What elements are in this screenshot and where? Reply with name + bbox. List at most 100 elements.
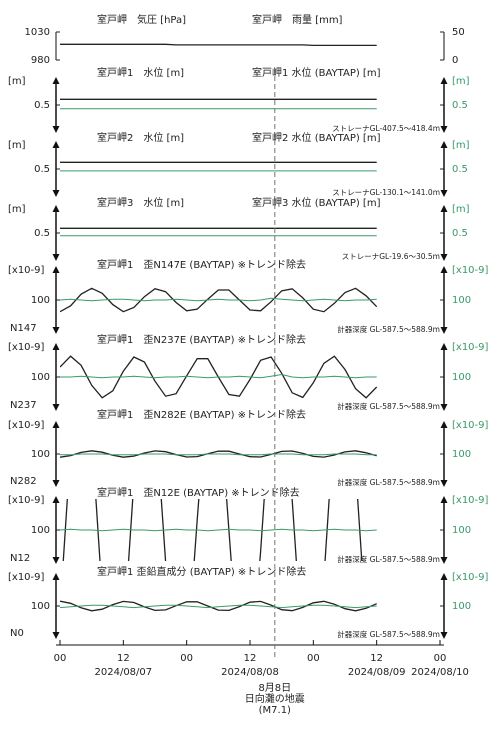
panel-title: 室戸岬2 水位 (BAYTAP) [m] xyxy=(252,131,381,144)
y-tick-label: 0.5 xyxy=(34,100,50,111)
data-line xyxy=(60,43,377,47)
panel-title: 室戸岬2 水位 [m] xyxy=(97,131,184,144)
arrow-head xyxy=(440,421,448,428)
x-tick-label: 00 xyxy=(307,653,320,664)
arrow-head xyxy=(440,205,448,212)
panel-note: 計器深度 GL-587.5～588.9m xyxy=(337,554,440,564)
arrow-head xyxy=(440,343,448,350)
arrow-head xyxy=(52,266,60,273)
component-label: N282 xyxy=(10,476,37,487)
panel-title: 室戸岬1 水位 [m] xyxy=(97,66,184,79)
panel-note: ストレーナGL-19.6～30.5m xyxy=(342,252,440,261)
component-label: N0 xyxy=(10,628,24,639)
y2-axis-label: [x10-9] xyxy=(452,420,489,431)
y-tick-label: 1030 xyxy=(25,27,50,38)
y-axis-label: [m] xyxy=(8,204,26,215)
y2-axis-label: [x10-9] xyxy=(452,342,489,353)
x-date-label: 2024/08/07 xyxy=(95,667,153,678)
x-tick-label: 12 xyxy=(370,653,383,664)
x-date-label: 2024/08/09 xyxy=(348,667,406,678)
arrow-head xyxy=(440,557,448,564)
y-tick-label: 0.5 xyxy=(34,228,50,239)
x-date-label: 2024/08/08 xyxy=(221,667,279,678)
panel-note: ストレーナGL-407.5～418.4m xyxy=(332,124,440,133)
panel-title: 室戸岬 気圧 [hPa] xyxy=(97,13,186,26)
data-line xyxy=(60,297,377,302)
y-axis-label: [x10-9] xyxy=(8,495,45,506)
x-tick-label: 12 xyxy=(244,653,257,664)
panel-note: 計器深度 GL-587.5～588.9m xyxy=(337,324,440,334)
panel-title: 室戸岬1 水位 (BAYTAP) [m] xyxy=(252,66,381,79)
arrow-head xyxy=(440,141,448,148)
arrow-head xyxy=(52,190,60,197)
arrow-head xyxy=(52,480,60,487)
component-label: N12 xyxy=(10,553,30,564)
data-line xyxy=(60,287,378,313)
arrow-head xyxy=(52,404,60,411)
data-line xyxy=(60,600,377,612)
panel-title: 室戸岬1 歪N282E (BAYTAP) ※トレンド除去 xyxy=(97,408,306,421)
y-tick-label: 100 xyxy=(31,525,50,536)
arrow-head xyxy=(440,632,448,639)
y-axis-label: [m] xyxy=(8,140,26,151)
event-label: 日向灘の地震 xyxy=(245,692,305,705)
y-tick-label: 0.5 xyxy=(452,164,468,175)
arrow-head xyxy=(52,496,60,503)
y2-axis-label: [x10-9] xyxy=(452,572,489,583)
arrow-head xyxy=(440,254,448,261)
event-label: 8月8日 xyxy=(258,682,291,694)
event-label: (M7.1) xyxy=(259,705,291,716)
y-tick-label: 0.5 xyxy=(452,100,468,111)
arrow-head xyxy=(52,205,60,212)
y-tick-label: 0 xyxy=(452,55,458,66)
panel-title: 室戸岬1 歪N237E (BAYTAP) ※トレンド除去 xyxy=(97,333,306,346)
arrow-head xyxy=(440,404,448,411)
y-axis-label: [x10-9] xyxy=(8,572,45,583)
y2-axis-label: [m] xyxy=(452,140,470,151)
panel-note: ストレーナGL-130.1～141.0m xyxy=(332,188,440,197)
data-line xyxy=(60,373,377,379)
y-axis-label: [x10-9] xyxy=(8,420,45,431)
data-line xyxy=(60,453,377,456)
data-line xyxy=(60,528,377,532)
arrow-head xyxy=(52,557,60,564)
y-tick-label: 100 xyxy=(452,449,471,460)
arrow-head xyxy=(52,77,60,84)
panel-title: 室戸岬 雨量 [mm] xyxy=(252,13,343,26)
x-tick-label: 12 xyxy=(117,653,130,664)
data-line xyxy=(60,604,377,609)
panel-title: 室戸岬3 水位 (BAYTAP) [m] xyxy=(252,196,381,209)
x-date-label: 2024/08/10 xyxy=(411,667,469,678)
y-tick-label: 0.5 xyxy=(34,164,50,175)
y-tick-label: 0.5 xyxy=(452,228,468,239)
y2-axis-label: [m] xyxy=(452,204,470,215)
arrow-head xyxy=(440,327,448,334)
arrow-head xyxy=(440,77,448,84)
component-label: N147 xyxy=(10,323,37,334)
y-tick-label: 100 xyxy=(31,372,50,383)
arrow-head xyxy=(52,421,60,428)
panel-note: 計器深度 GL-587.5～588.9m xyxy=(337,401,440,411)
arrow-head xyxy=(52,126,60,133)
arrow-head xyxy=(440,190,448,197)
arrow-head xyxy=(440,573,448,580)
y-tick-label: 100 xyxy=(452,525,471,536)
panel-title: 室戸岬1 歪鉛直成分 (BAYTAP) ※トレンド除去 xyxy=(97,565,306,578)
arrow-head xyxy=(52,632,60,639)
arrow-head xyxy=(52,141,60,148)
arrow-head xyxy=(440,266,448,273)
panel-title: 室戸岬3 水位 [m] xyxy=(97,196,184,209)
y-axis-label: [x10-9] xyxy=(8,342,45,353)
component-label: N237 xyxy=(10,400,37,411)
y-tick-label: 100 xyxy=(31,449,50,460)
y2-axis-label: [m] xyxy=(452,76,470,87)
y-tick-label: 100 xyxy=(452,372,471,383)
arrow-head xyxy=(440,496,448,503)
y-axis-label: [m] xyxy=(8,76,26,87)
arrow-head xyxy=(52,573,60,580)
y-tick-label: 100 xyxy=(31,295,50,306)
x-tick-label: 00 xyxy=(434,653,447,664)
y-tick-label: 980 xyxy=(31,55,50,66)
arrow-head xyxy=(52,254,60,261)
y-tick-label: 100 xyxy=(452,601,471,612)
